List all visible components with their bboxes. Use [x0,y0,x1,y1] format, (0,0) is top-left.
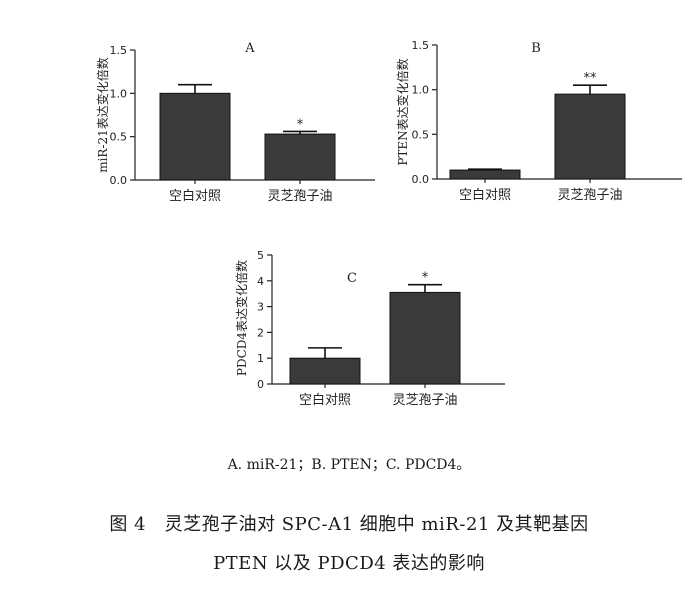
y-tick-label: 1 [257,352,264,365]
y-tick-label: 0.5 [110,131,128,144]
panel-b-chart: 0.0 0.5 1.0 1.5 空白对照 ** 灵芝孢子油 B PTEN表达变化倍数 [395,39,682,203]
figure-caption-line2: PTEN 以及 PDCD4 表达的影响 [213,553,485,574]
panel-letter: C [347,271,357,286]
y-tick-label: 1.0 [110,87,128,100]
y-tick-label: 0.0 [412,173,430,186]
category-label: 灵芝孢子油 [557,187,622,203]
category-label: 空白对照 [459,187,511,203]
y-tick-label: 0.5 [412,128,430,141]
y-tick-label: 4 [257,275,264,288]
category-label: 灵芝孢子油 [267,188,332,204]
y-axis-label: miR-21表达变化倍数 [95,57,110,173]
y-tick-label: 0.0 [110,174,128,187]
category-label: 空白对照 [169,188,221,204]
bar [289,357,361,385]
category-label: 空白对照 [299,392,351,408]
category-label: 灵芝孢子油 [392,392,457,408]
y-axis-label: PTEN表达变化倍数 [395,58,410,165]
bar [159,92,231,181]
y-tick-label: 1.5 [412,39,430,52]
figure-caption-line1: 图 4 灵芝孢子油对 SPC-A1 细胞中 miR-21 及其靶基因 [109,514,589,535]
significance-mark: ** [584,71,598,86]
panel-letter: B [531,41,541,56]
y-axis-label: PDCD4表达变化倍数 [234,260,249,376]
bar [449,169,521,180]
significance-mark: * [297,117,304,132]
bar [264,133,336,181]
bar [389,291,461,385]
significance-mark: * [422,271,429,286]
y-tick-label: 0 [257,378,264,391]
y-tick-label: 3 [257,301,264,314]
y-tick-label: 2 [257,326,264,339]
y-tick-label: 1.5 [110,44,128,57]
panel-legend: A. miR-21；B. PTEN；C. PDCD4。 [227,457,471,473]
y-tick-label: 1.0 [412,84,430,97]
y-tick-label: 5 [257,249,264,262]
panel-c-chart: 0 1 2 3 4 5 空白对照 * 灵芝孢子油 C PDCD4表达变化倍数 [234,249,505,408]
bar [554,93,626,180]
panel-letter: A [244,41,255,56]
